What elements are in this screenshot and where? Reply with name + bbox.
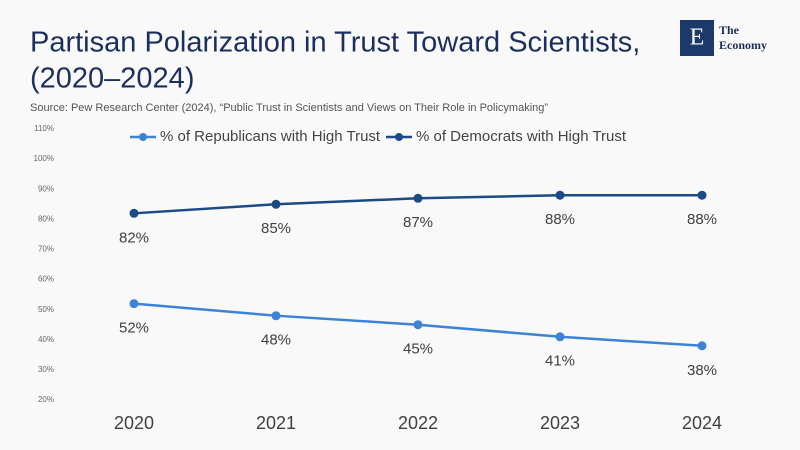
data-label: 45% [403,341,433,358]
y-tick-label: 20% [38,395,54,404]
logo-mark: E [690,25,705,51]
data-label: 88% [545,211,575,228]
source-note: Source: Pew Research Center (2024), “Pub… [30,102,548,114]
data-point [413,320,423,330]
data-label: 48% [261,332,291,349]
logo-text: The [719,23,740,37]
y-tick-label: 100% [34,154,54,163]
x-tick-label: 2023 [540,413,580,433]
data-point [271,199,281,209]
data-label: 82% [119,229,149,246]
x-tick-label: 2022 [398,413,438,433]
y-tick-label: 30% [38,365,54,374]
y-tick-label: 40% [38,335,54,344]
data-point [271,311,281,321]
y-tick-label: 50% [38,305,54,314]
x-tick-label: 2021 [256,413,296,433]
data-label: 52% [119,320,149,337]
data-point [697,190,707,200]
data-label: 41% [545,353,575,370]
legend-label: % of Democrats with High Trust [416,128,627,145]
logo-box [680,20,714,56]
chart-title: Partisan Polarization in Trust Toward Sc… [30,27,640,59]
data-label: 38% [687,362,717,379]
data-point [555,332,565,342]
data-label: 88% [687,211,717,228]
data-label: 87% [403,214,433,231]
y-tick-label: 90% [38,184,54,193]
logo-text: Economy [719,38,767,52]
x-tick-label: 2024 [682,413,722,433]
legend-label: % of Republicans with High Trust [160,128,381,145]
data-point [129,299,139,309]
legend-marker [395,133,403,141]
y-tick-label: 80% [38,214,54,223]
data-point [129,208,139,218]
data-point [413,193,423,203]
y-tick-label: 60% [38,275,54,284]
legend-marker [139,133,147,141]
data-point [697,341,707,351]
chart-title: (2020–2024) [30,63,194,95]
data-label: 85% [261,220,291,237]
data-point [555,190,565,200]
y-tick-label: 110% [34,124,54,133]
x-tick-label: 2020 [114,413,154,433]
y-tick-label: 70% [38,245,54,254]
